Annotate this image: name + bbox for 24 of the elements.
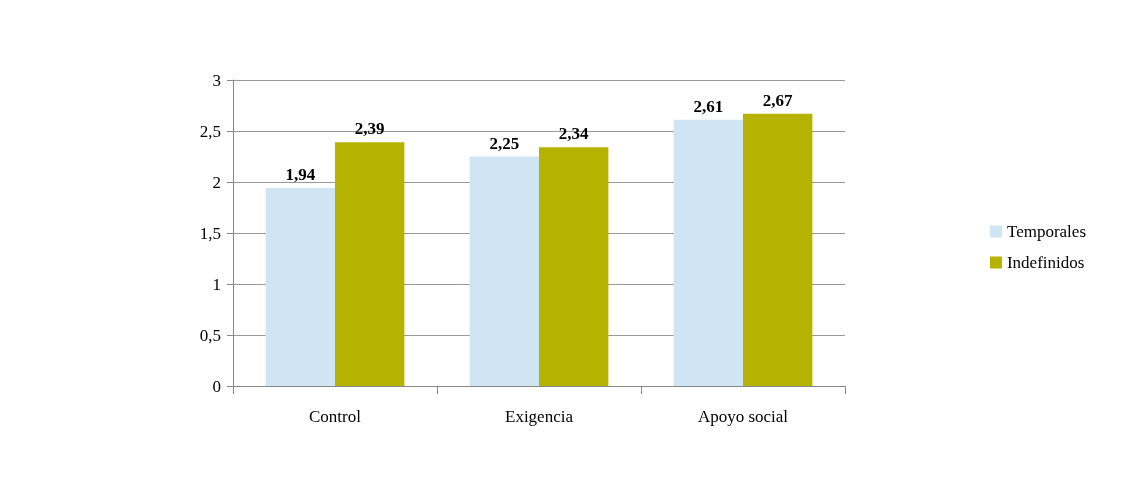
data-label: 2,34 — [558, 124, 590, 144]
bar — [335, 142, 405, 386]
y-tick-label: 3 — [212, 70, 221, 90]
x-tick-label: Exigencia — [505, 407, 574, 426]
y-tick-label: 2 — [212, 172, 221, 192]
y-tick-label: 1,5 — [199, 223, 221, 243]
y-tick-label: 1 — [212, 274, 221, 294]
bar — [265, 188, 335, 386]
y-tick-label: 0,5 — [199, 325, 221, 345]
bar — [539, 147, 609, 386]
x-tick-label: Apoyo social — [697, 407, 789, 426]
data-label: 2,39 — [354, 119, 385, 139]
x-tick-label: Control — [309, 407, 362, 426]
legend-label: Indefinidos — [1006, 253, 1085, 272]
data-label: 2,25 — [489, 133, 520, 153]
y-tick-label: 2,5 — [199, 121, 221, 141]
data-label: 1,94 — [285, 165, 316, 185]
data-label: 2,67 — [762, 90, 794, 110]
bar — [743, 113, 813, 386]
data-label: 2,61 — [693, 96, 724, 116]
bar — [469, 156, 539, 386]
y-tick-label: 0 — [212, 376, 221, 396]
legend-label: Temporales — [1006, 222, 1087, 241]
bar — [673, 119, 743, 386]
